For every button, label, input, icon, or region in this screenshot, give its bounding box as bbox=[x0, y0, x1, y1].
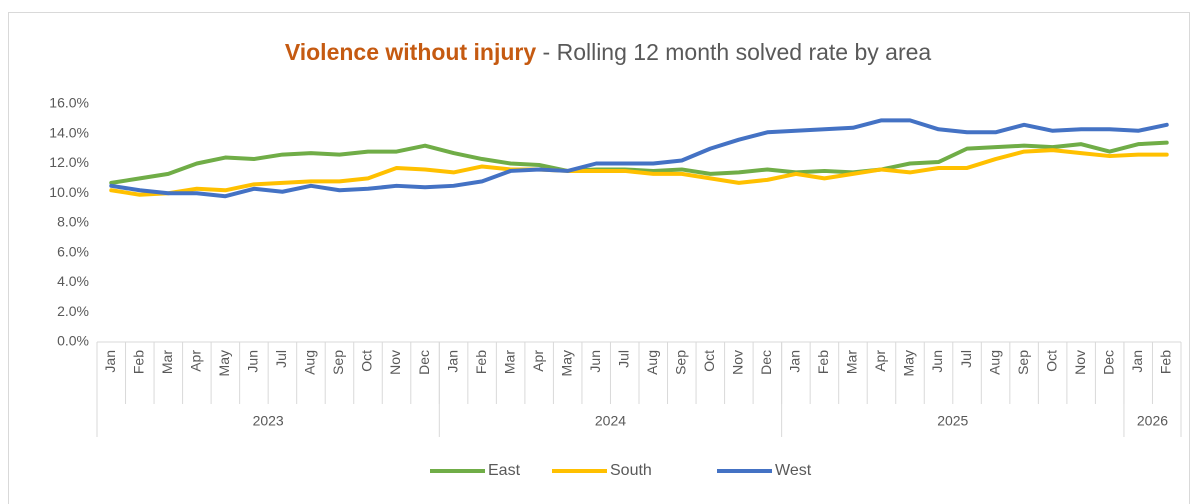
x-tick-label: Nov bbox=[387, 350, 403, 375]
x-tick-label: Jan bbox=[444, 350, 460, 373]
x-tick-label: Oct bbox=[1043, 350, 1059, 372]
chart-title-block: Violence without injury - Rolling 12 mon… bbox=[285, 39, 932, 65]
x-tick-label: Jun bbox=[245, 350, 261, 373]
x-tick-label: Jul bbox=[615, 350, 631, 368]
series-line bbox=[109, 148, 1169, 197]
y-tick-label: 8.0% bbox=[57, 214, 89, 230]
x-tick-label: Jun bbox=[587, 350, 603, 373]
x-tick-label: Feb bbox=[473, 350, 489, 374]
y-tick-label: 10.0% bbox=[49, 184, 89, 200]
x-tick-label: May bbox=[558, 350, 574, 376]
x-tick-label: Nov bbox=[730, 350, 746, 375]
chart-subtitle: - Rolling 12 month solved rate by area bbox=[536, 39, 931, 65]
series-line bbox=[109, 140, 1169, 185]
x-tick-label: Feb bbox=[815, 350, 831, 374]
y-tick-label: 12.0% bbox=[49, 154, 89, 170]
chart-frame bbox=[8, 12, 1190, 504]
y-tick-label: 4.0% bbox=[57, 273, 89, 289]
x-tick-label: Jul bbox=[958, 350, 974, 368]
x-tick-label: Mar bbox=[844, 350, 860, 374]
x-group-label: 2025 bbox=[937, 413, 968, 429]
x-tick-label: Jun bbox=[929, 350, 945, 373]
x-group-label: 2024 bbox=[595, 413, 626, 429]
y-tick-label: 6.0% bbox=[57, 243, 89, 259]
y-tick-label: 16.0% bbox=[49, 95, 89, 111]
x-tick-label: Nov bbox=[1072, 350, 1088, 375]
x-tick-label: Mar bbox=[501, 350, 517, 374]
x-tick-label: Sep bbox=[1015, 350, 1031, 375]
x-group-label: 2026 bbox=[1137, 413, 1168, 429]
x-tick-label: Jan bbox=[1129, 350, 1145, 373]
x-tick-label: Oct bbox=[701, 350, 717, 372]
x-tick-label: Oct bbox=[359, 350, 375, 372]
y-tick-label: 0.0% bbox=[57, 333, 89, 349]
x-tick-label: Dec bbox=[1100, 350, 1116, 375]
x-tick-label: Jan bbox=[102, 350, 118, 373]
x-tick-label: Dec bbox=[758, 350, 774, 375]
x-tick-label: Feb bbox=[130, 350, 146, 374]
legend-label: South bbox=[610, 462, 652, 479]
x-tick-label: Jan bbox=[787, 350, 803, 373]
x-tick-label: Aug bbox=[302, 350, 318, 375]
x-tick-label: Apr bbox=[530, 350, 546, 372]
series-line bbox=[109, 118, 1169, 199]
legend-label: West bbox=[775, 462, 812, 479]
x-tick-label: Mar bbox=[159, 350, 175, 374]
x-tick-label: Aug bbox=[644, 350, 660, 375]
x-tick-label: Aug bbox=[986, 350, 1002, 375]
x-tick-label: May bbox=[216, 350, 232, 376]
x-tick-label: Dec bbox=[416, 350, 432, 375]
x-tick-label: May bbox=[901, 350, 917, 376]
x-tick-label: Apr bbox=[188, 350, 204, 372]
y-tick-label: 14.0% bbox=[49, 124, 89, 140]
x-group-label: 2023 bbox=[253, 413, 284, 429]
chart-title: Violence without injury bbox=[285, 39, 537, 65]
x-tick-label: Feb bbox=[1157, 350, 1173, 374]
x-tick-label: Sep bbox=[672, 350, 688, 375]
legend-label: East bbox=[488, 462, 521, 479]
x-tick-label: Apr bbox=[872, 350, 888, 372]
x-tick-label: Sep bbox=[330, 350, 346, 375]
x-tick-label: Jul bbox=[273, 350, 289, 368]
y-tick-label: 2.0% bbox=[57, 303, 89, 319]
